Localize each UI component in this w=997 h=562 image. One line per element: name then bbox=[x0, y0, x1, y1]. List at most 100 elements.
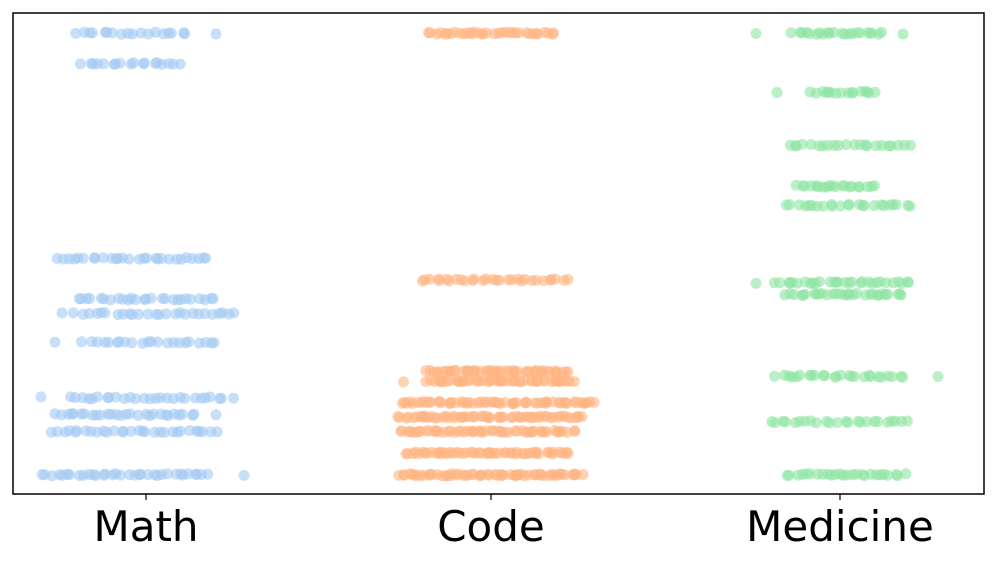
point-medicine-2-0 bbox=[769, 370, 780, 382]
point-code-6-11 bbox=[449, 365, 461, 377]
point-medicine-3-2 bbox=[788, 289, 800, 301]
point-medicine-1-16 bbox=[861, 416, 873, 428]
point-medicine-4-1 bbox=[774, 277, 786, 289]
x-tick-label-math: Math bbox=[93, 502, 198, 551]
point-math-0-6 bbox=[63, 469, 75, 481]
point-medicine-1-23 bbox=[901, 415, 913, 427]
point-code-8-24 bbox=[513, 27, 524, 39]
point-medicine-7-3 bbox=[796, 138, 808, 150]
point-medicine-3-29 bbox=[894, 288, 906, 300]
point-medicine-9-10 bbox=[828, 27, 839, 38]
point-code-2-55 bbox=[569, 425, 581, 437]
point-medicine-4-29 bbox=[902, 276, 914, 288]
point-math-8-17 bbox=[174, 58, 186, 70]
point-math-3-25 bbox=[215, 392, 227, 404]
point-medicine-1-8 bbox=[810, 417, 822, 429]
point-medicine-5-12 bbox=[843, 199, 855, 211]
point-math-2-27 bbox=[188, 408, 200, 420]
point-code-5-52 bbox=[398, 376, 409, 388]
point-code-7-16 bbox=[493, 274, 505, 286]
point-code-5-51 bbox=[568, 376, 580, 388]
point-code-6-51 bbox=[562, 366, 574, 378]
point-medicine-1-11 bbox=[831, 417, 843, 429]
point-code-3-59 bbox=[576, 411, 588, 423]
point-code-5-41 bbox=[538, 375, 550, 387]
point-math-3-11 bbox=[130, 393, 142, 405]
point-math-4-2 bbox=[91, 336, 103, 348]
point-math-0-34 bbox=[238, 469, 250, 481]
point-medicine-8-15 bbox=[869, 86, 881, 98]
point-medicine-1-1 bbox=[769, 417, 781, 429]
point-medicine-4-17 bbox=[846, 276, 858, 288]
point-medicine-9-16 bbox=[854, 27, 866, 39]
point-math-0-16 bbox=[114, 469, 126, 481]
point-math-1-20 bbox=[158, 427, 170, 438]
point-math-7-20 bbox=[163, 253, 175, 265]
point-math-6-21 bbox=[185, 293, 197, 305]
point-math-3-19 bbox=[179, 392, 191, 404]
point-code-5-15 bbox=[463, 375, 475, 387]
point-medicine-7-14 bbox=[861, 140, 873, 152]
point-math-5-26 bbox=[56, 307, 68, 319]
point-math-5-25 bbox=[228, 307, 240, 319]
point-math-7-13 bbox=[123, 253, 135, 265]
point-math-1-23 bbox=[174, 425, 186, 437]
point-code-1-55 bbox=[562, 447, 574, 459]
point-math-7-5 bbox=[77, 252, 89, 264]
point-medicine-2-26 bbox=[932, 371, 944, 382]
point-medicine-2-10 bbox=[819, 370, 831, 382]
points-layer bbox=[35, 26, 944, 482]
point-code-7-2 bbox=[424, 273, 436, 285]
point-math-6-11 bbox=[130, 294, 142, 306]
point-medicine-1-3 bbox=[779, 416, 791, 428]
point-medicine-7-21 bbox=[905, 139, 917, 151]
point-math-9-0 bbox=[70, 27, 82, 39]
point-medicine-3-18 bbox=[851, 288, 863, 299]
point-math-9-6 bbox=[106, 27, 118, 39]
point-code-3-34 bbox=[497, 411, 509, 423]
point-medicine-3-26 bbox=[882, 288, 894, 300]
point-medicine-0-5 bbox=[804, 468, 816, 480]
point-medicine-5-1 bbox=[784, 199, 796, 211]
point-math-2-4 bbox=[67, 408, 79, 420]
point-math-6-25 bbox=[207, 293, 219, 305]
point-medicine-1-18 bbox=[872, 416, 884, 427]
point-math-1-13 bbox=[117, 425, 129, 437]
point-math-0-11 bbox=[90, 470, 102, 481]
point-math-3-26 bbox=[35, 391, 47, 403]
point-code-4-36 bbox=[510, 397, 522, 408]
point-math-9-15 bbox=[165, 27, 177, 39]
point-math-0-20 bbox=[134, 469, 146, 480]
point-math-7-16 bbox=[141, 252, 153, 264]
point-math-6-16 bbox=[159, 293, 171, 305]
point-math-0-25 bbox=[161, 468, 173, 480]
point-math-3-27 bbox=[228, 392, 239, 404]
point-math-3-5 bbox=[91, 391, 103, 403]
point-math-0-29 bbox=[182, 468, 194, 480]
point-math-6-14 bbox=[145, 292, 157, 304]
point-medicine-2-19 bbox=[864, 369, 875, 381]
point-medicine-0-25 bbox=[900, 468, 912, 480]
point-medicine-4-10 bbox=[813, 276, 825, 288]
point-math-7-27 bbox=[200, 252, 212, 264]
point-medicine-9-19 bbox=[865, 27, 877, 39]
point-math-1-14 bbox=[125, 425, 137, 437]
x-axis: Math Code Medicine bbox=[93, 494, 934, 551]
point-math-2-15 bbox=[124, 408, 136, 420]
point-math-2-28 bbox=[210, 409, 222, 421]
point-math-5-14 bbox=[160, 308, 172, 320]
point-math-8-9 bbox=[128, 57, 139, 69]
point-medicine-5-9 bbox=[826, 200, 838, 212]
point-medicine-7-10 bbox=[840, 139, 852, 151]
point-math-9-17 bbox=[179, 28, 191, 40]
plot-frame bbox=[12, 12, 985, 495]
point-medicine-5-15 bbox=[858, 200, 870, 212]
x-tick-label-code: Code bbox=[437, 502, 545, 551]
point-math-1-29 bbox=[211, 426, 223, 438]
point-math-8-11 bbox=[138, 57, 150, 69]
point-math-7-8 bbox=[97, 252, 109, 264]
point-math-1-17 bbox=[139, 426, 150, 438]
point-code-7-9 bbox=[459, 275, 471, 287]
point-math-9-18 bbox=[210, 28, 222, 40]
point-math-3-8 bbox=[110, 391, 122, 403]
